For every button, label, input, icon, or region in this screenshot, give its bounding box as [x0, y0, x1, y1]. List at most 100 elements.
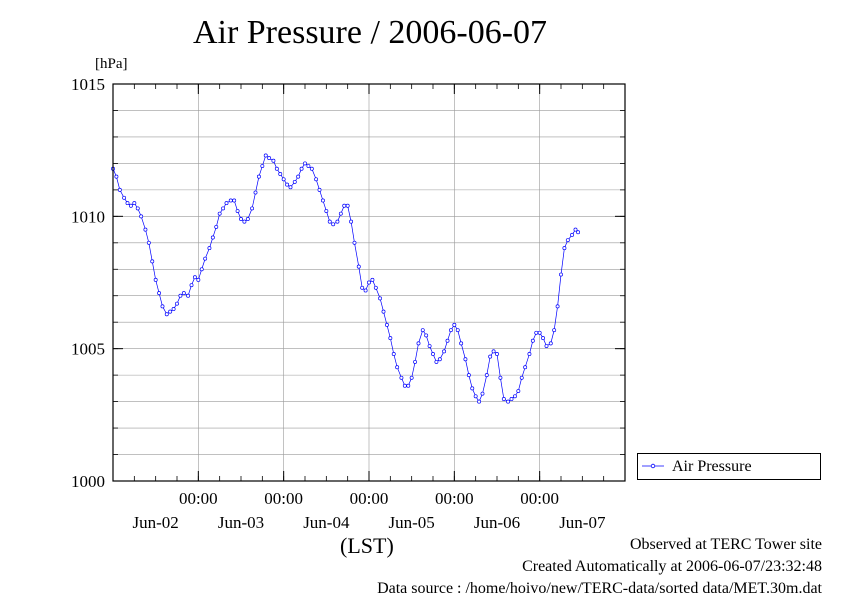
data-point	[491, 349, 496, 354]
data-point	[171, 307, 176, 311]
data-point	[416, 341, 421, 346]
x-tick-time-label: 00:00	[179, 489, 218, 508]
data-point	[442, 349, 447, 354]
data-point	[459, 341, 464, 346]
data-point	[114, 174, 119, 179]
data-point	[117, 187, 122, 192]
y-axis-unit-label: [hPa]	[95, 56, 128, 72]
data-point	[573, 227, 578, 232]
legend-label: Air Pressure	[672, 458, 752, 475]
data-point	[327, 219, 332, 224]
series-line	[112, 154, 579, 403]
data-point	[576, 230, 581, 235]
data-point	[452, 322, 457, 327]
data-point	[552, 328, 557, 333]
data-point	[196, 277, 201, 282]
data-point	[402, 383, 407, 388]
x-tick-time-label: 00:00	[435, 489, 474, 508]
data-point	[267, 156, 272, 161]
footer-created-at: Created Automatically at 2006-06-07/23:3…	[522, 558, 822, 575]
data-point	[406, 383, 411, 388]
data-point	[309, 166, 314, 171]
x-tick-date-label: Jun-07	[559, 513, 606, 532]
data-point	[292, 179, 297, 184]
data-point	[256, 174, 261, 179]
data-point	[221, 206, 226, 211]
data-point	[232, 198, 237, 203]
data-point	[570, 232, 575, 237]
data-point	[437, 357, 442, 362]
data-point	[352, 240, 357, 245]
plot-frame	[112, 83, 626, 482]
data-point	[186, 293, 191, 298]
data-point	[271, 158, 276, 163]
data-point	[253, 190, 258, 195]
data-point	[363, 288, 368, 293]
data-point	[512, 394, 517, 399]
data-point	[160, 304, 165, 309]
data-point	[210, 235, 215, 240]
data-point	[335, 219, 340, 224]
data-point	[388, 336, 393, 341]
x-tick-date-label: Jun-02	[133, 513, 179, 532]
legend-marker-icon	[642, 463, 664, 469]
data-point	[235, 209, 240, 213]
data-point	[228, 198, 233, 203]
data-point	[153, 277, 158, 282]
data-point	[381, 309, 386, 314]
footer-observed-at: Observed at TERC Tower site	[629, 536, 822, 553]
x-tick-time-label: 00:00	[520, 489, 559, 508]
data-point	[523, 365, 528, 370]
x-tick-date-label: Jun-04	[303, 513, 350, 532]
x-tick-time-label: 00:00	[350, 489, 389, 508]
data-point	[164, 312, 169, 317]
data-point	[143, 227, 148, 232]
data-point	[207, 246, 212, 251]
data-point	[470, 386, 475, 391]
data-point	[345, 203, 350, 208]
data-point	[189, 283, 194, 288]
data-point	[391, 352, 396, 356]
data-point	[370, 277, 375, 282]
data-point	[562, 246, 567, 251]
data-point	[217, 211, 222, 216]
data-point	[150, 259, 155, 264]
data-point	[299, 166, 304, 171]
data-point	[455, 328, 460, 333]
data-point	[342, 203, 347, 208]
data-point	[399, 375, 404, 380]
data-point	[541, 336, 546, 341]
data-point	[175, 301, 179, 306]
data-point	[445, 338, 450, 343]
data-point	[278, 172, 283, 176]
data-point	[250, 206, 255, 211]
data-point	[495, 352, 499, 356]
data-point	[168, 309, 173, 314]
data-point	[534, 330, 539, 335]
data-point	[356, 264, 361, 269]
data-point	[203, 256, 208, 261]
data-point	[132, 201, 137, 206]
data-point	[324, 209, 329, 213]
data-point	[530, 338, 535, 343]
data-point	[122, 195, 127, 200]
data-point	[181, 291, 186, 296]
data-point	[320, 198, 325, 203]
data-point	[506, 399, 511, 404]
data-point	[559, 272, 563, 277]
data-point	[544, 344, 549, 348]
footer-data-source: Data source : /home/hoivo/new/TERC-data/…	[377, 580, 822, 597]
data-point	[409, 375, 414, 380]
data-point	[367, 280, 371, 285]
data-point	[242, 219, 247, 224]
x-tick-date-label: Jun-05	[389, 513, 435, 532]
x-tick-time-label: 00:00	[264, 489, 303, 508]
y-tick-label: 1000	[71, 472, 105, 491]
data-point	[527, 352, 532, 356]
data-point	[565, 238, 570, 243]
data-point	[128, 203, 133, 208]
data-point	[263, 153, 268, 158]
data-point	[373, 285, 378, 290]
data-point	[199, 267, 204, 272]
